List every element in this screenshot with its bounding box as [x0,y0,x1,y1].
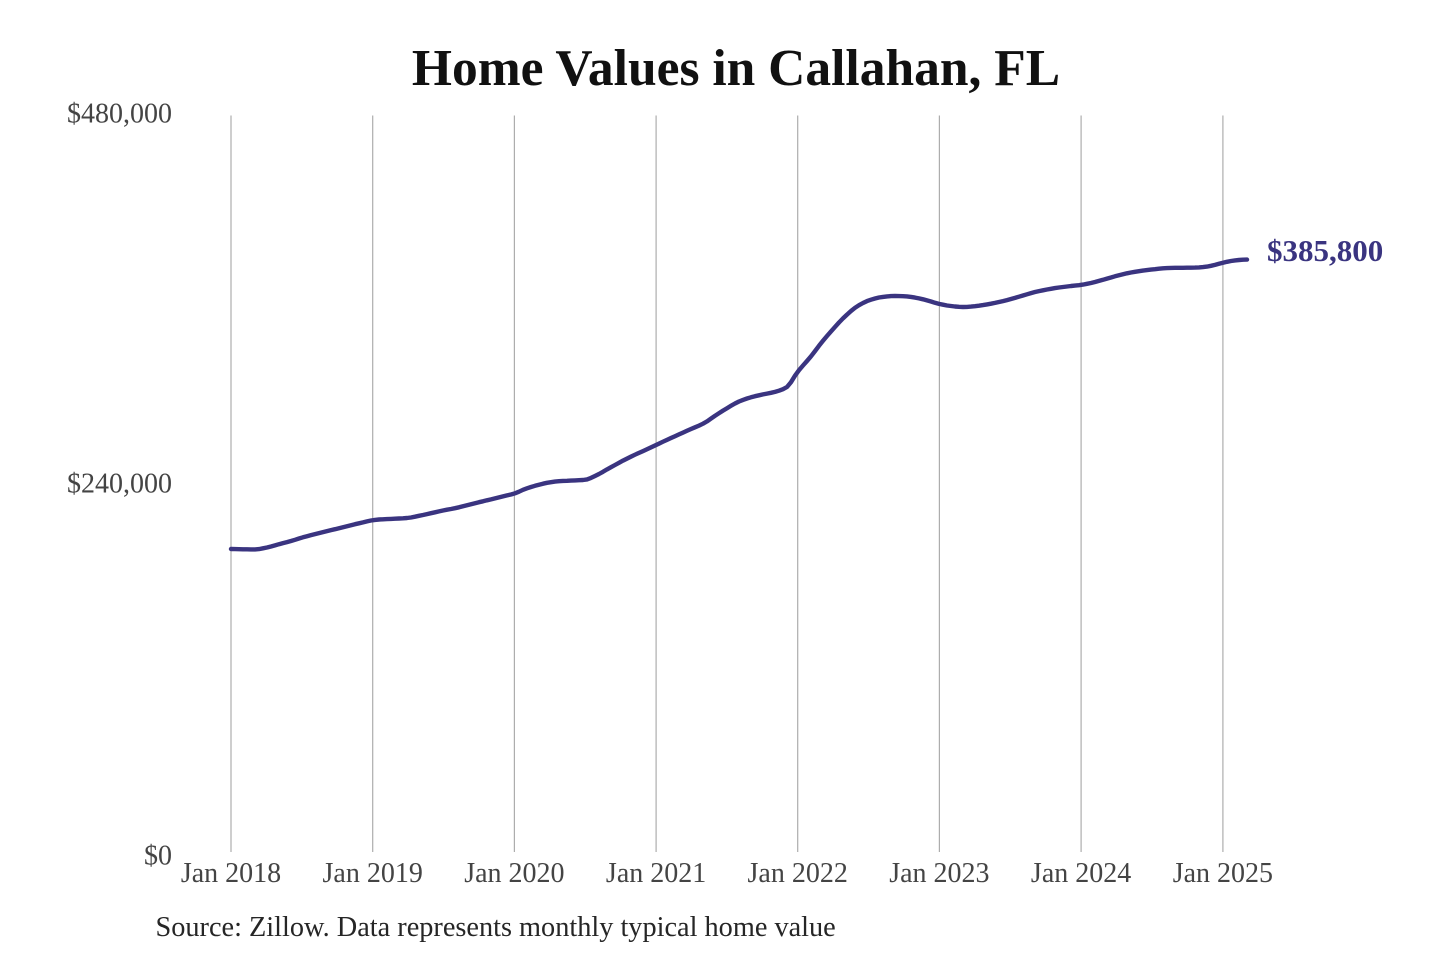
svg-text:Jan 2018: Jan 2018 [181,858,281,889]
svg-text:$240,000: $240,000 [67,469,172,500]
svg-text:Jan 2025: Jan 2025 [1173,858,1273,889]
svg-text:Jan 2020: Jan 2020 [464,858,564,889]
svg-text:Jan 2022: Jan 2022 [748,858,848,889]
svg-text:Jan 2024: Jan 2024 [1031,858,1131,889]
svg-text:Jan 2023: Jan 2023 [889,858,989,889]
svg-text:$385,800: $385,800 [1267,233,1383,268]
svg-text:Jan 2021: Jan 2021 [606,858,706,889]
svg-text:$0: $0 [144,841,172,872]
svg-text:$480,000: $480,000 [67,99,172,130]
svg-text:Jan 2019: Jan 2019 [323,858,423,889]
svg-text:Home Values in Callahan, FL: Home Values in Callahan, FL [412,40,1060,97]
svg-text:Source: Zillow. Data represent: Source: Zillow. Data represents monthly … [156,912,836,943]
